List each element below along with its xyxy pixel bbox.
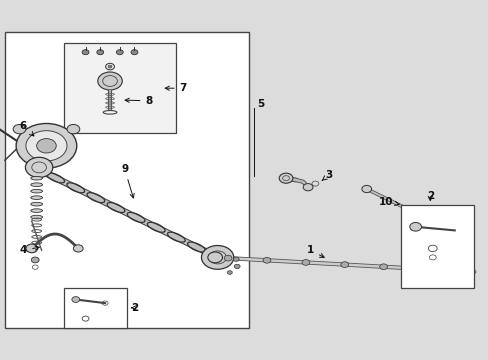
Circle shape	[303, 184, 312, 191]
Text: 10: 10	[378, 197, 398, 207]
Text: 6: 6	[20, 121, 34, 136]
Circle shape	[361, 185, 371, 193]
Circle shape	[279, 173, 292, 183]
Circle shape	[457, 268, 465, 274]
Circle shape	[28, 166, 41, 175]
Ellipse shape	[31, 196, 42, 199]
Circle shape	[73, 245, 83, 252]
Circle shape	[67, 125, 80, 134]
Text: 2: 2	[426, 191, 433, 201]
Circle shape	[26, 131, 67, 161]
Circle shape	[233, 257, 239, 261]
Circle shape	[37, 139, 56, 153]
Circle shape	[302, 260, 309, 265]
Circle shape	[227, 271, 232, 274]
Circle shape	[82, 50, 89, 55]
Ellipse shape	[31, 189, 42, 193]
Circle shape	[201, 246, 233, 269]
Circle shape	[234, 264, 240, 269]
Circle shape	[13, 125, 26, 134]
Circle shape	[420, 214, 429, 221]
Circle shape	[25, 157, 53, 177]
Bar	[400, 205, 473, 288]
Circle shape	[108, 65, 112, 68]
Text: 3: 3	[322, 170, 331, 180]
Circle shape	[340, 262, 348, 267]
Ellipse shape	[31, 209, 42, 212]
Text: 2: 2	[131, 303, 138, 313]
Text: 8: 8	[125, 96, 152, 106]
Circle shape	[116, 50, 123, 55]
Ellipse shape	[31, 202, 42, 206]
Circle shape	[379, 264, 386, 270]
Circle shape	[31, 257, 39, 263]
Circle shape	[131, 50, 138, 55]
Ellipse shape	[31, 183, 42, 186]
Circle shape	[207, 252, 222, 263]
Circle shape	[409, 222, 421, 231]
Circle shape	[26, 244, 38, 253]
Text: 5: 5	[256, 99, 264, 109]
Bar	[5, 32, 249, 328]
Circle shape	[418, 266, 426, 272]
Text: 9: 9	[121, 164, 134, 198]
Circle shape	[16, 123, 77, 168]
Ellipse shape	[31, 176, 42, 180]
Text: 7: 7	[165, 83, 187, 93]
Circle shape	[98, 72, 122, 90]
Text: 1: 1	[306, 245, 324, 257]
Bar	[63, 288, 127, 328]
Ellipse shape	[31, 215, 42, 219]
Circle shape	[263, 257, 270, 263]
Text: 4: 4	[20, 245, 39, 255]
Circle shape	[72, 297, 80, 302]
Circle shape	[224, 255, 232, 261]
Circle shape	[97, 50, 103, 55]
Bar	[63, 43, 176, 133]
